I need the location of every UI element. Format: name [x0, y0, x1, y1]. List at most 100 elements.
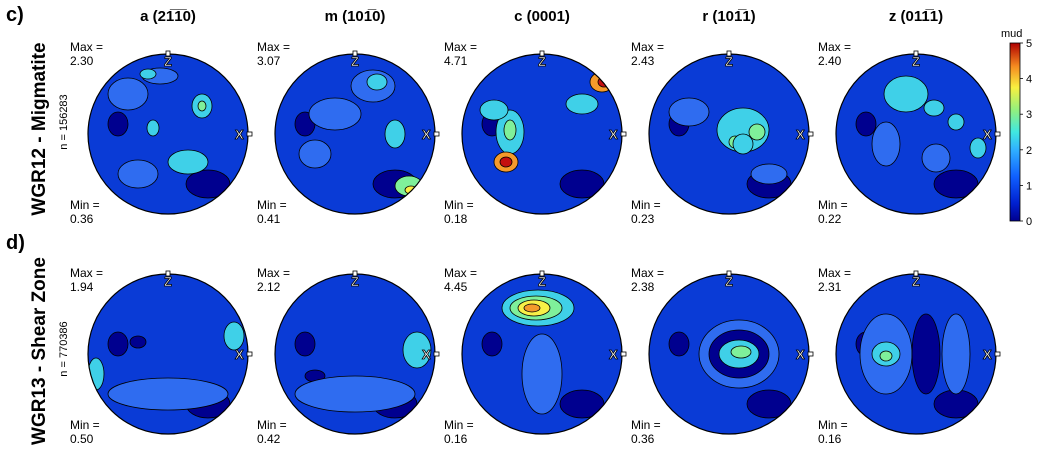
low-density-region — [855, 111, 877, 137]
pole-figure-0-1: ZX — [274, 50, 440, 215]
contour-region — [366, 73, 388, 91]
x-axis-marker: X — [609, 127, 618, 142]
min-stat: Min = 0.23 — [631, 198, 661, 226]
max-stat: Max = 2.12 — [257, 266, 291, 294]
low-density-region — [559, 169, 605, 199]
min-stat: Min = 0.42 — [257, 418, 287, 446]
x-axis-marker: X — [983, 127, 992, 142]
contour-region — [883, 75, 929, 113]
contour-region — [223, 321, 245, 351]
contour-region — [921, 143, 951, 173]
min-stat: Min = 0.16 — [444, 418, 474, 446]
z-axis-marker: Z — [912, 54, 920, 69]
max-stat: Max = 1.94 — [70, 266, 104, 294]
low-density-region — [107, 331, 129, 357]
max-stat: Max = 2.31 — [818, 266, 852, 294]
contour-region — [565, 93, 599, 115]
low-density-region — [294, 331, 316, 357]
contour-region — [294, 375, 416, 413]
x-axis-marker: X — [235, 347, 244, 362]
colorbar-tick-label: 4 — [1026, 74, 1032, 86]
contour-region — [748, 123, 766, 141]
contour-region — [499, 156, 513, 168]
panel-label-d: d) — [6, 232, 25, 254]
colorbar-tick-label: 2 — [1026, 145, 1032, 157]
pole-figure-0-2: ZX — [461, 50, 627, 215]
contour-region — [668, 97, 710, 127]
pole-figure-0-3: ZX — [648, 50, 814, 215]
x-axis-marker: X — [422, 347, 431, 362]
pole-figure-1-3: ZX — [648, 270, 814, 435]
min-stat: Min = 0.50 — [70, 418, 100, 446]
contour-region — [969, 137, 987, 159]
x-axis-marker: X — [609, 347, 618, 362]
z-axis-marker: Z — [538, 54, 546, 69]
z-axis-marker: Z — [725, 274, 733, 289]
min-stat: Min = 0.36 — [70, 198, 100, 226]
contour-region — [298, 139, 332, 169]
contour-region — [750, 163, 788, 185]
colorbar: 0 1 2 3 4 5 — [1009, 38, 1032, 228]
pole-figure-1-4: ZX — [835, 270, 1001, 435]
x-axis-marker: X — [422, 127, 431, 142]
column-title-c: c (0001) — [514, 8, 570, 25]
contour-region — [402, 331, 432, 369]
x-axis-marker: X — [983, 347, 992, 362]
max-stat: Max = 2.43 — [631, 40, 665, 68]
max-stat: Max = 4.45 — [444, 266, 478, 294]
min-stat: Min = 0.36 — [631, 418, 661, 446]
pole-figure-1-1: ZX — [274, 270, 440, 435]
column-title-r: r (101̅1) — [702, 8, 756, 25]
contour-region — [139, 68, 157, 80]
contour-region — [384, 119, 406, 149]
contour-region — [129, 335, 147, 349]
contour-region — [308, 97, 362, 131]
pole-figure-0-0: ZX — [87, 50, 253, 215]
low-density-region — [746, 389, 792, 419]
low-density-region — [933, 169, 979, 199]
contour-region — [732, 133, 754, 155]
max-stat: Max = 2.30 — [70, 40, 104, 68]
low-density-region — [668, 331, 690, 357]
contour-region — [911, 313, 941, 395]
pole-figure-0-4: ZX — [835, 50, 1001, 215]
x-axis-marker: X — [796, 127, 805, 142]
x-axis-marker: X — [235, 127, 244, 142]
min-stat: Min = 0.22 — [818, 198, 848, 226]
max-stat: Max = 4.71 — [444, 40, 478, 68]
contour-region — [167, 149, 209, 175]
contour-region — [107, 377, 229, 411]
contour-region — [879, 350, 893, 362]
contour-region — [523, 303, 541, 313]
column-title-m: m (101̅0) — [324, 8, 386, 25]
z-axis-marker: Z — [538, 274, 546, 289]
low-density-region — [481, 331, 503, 357]
colorbar-tick-label: 1 — [1026, 180, 1032, 192]
contour-region — [521, 333, 563, 415]
contour-region — [941, 313, 971, 395]
contour-region — [117, 159, 159, 189]
column-title-z: z (011̅1) — [888, 8, 944, 25]
contour-region — [197, 100, 207, 112]
contour-region — [947, 113, 965, 131]
min-stat: Min = 0.18 — [444, 198, 474, 226]
contour-region — [503, 119, 517, 141]
low-density-region — [107, 111, 129, 137]
z-axis-marker: Z — [164, 274, 172, 289]
contour-region — [730, 345, 752, 359]
colorbar-gradient — [1009, 42, 1021, 222]
contour-region — [146, 119, 160, 137]
contour-region — [871, 121, 901, 167]
pole-figure-1-0: ZX — [87, 270, 253, 435]
colorbar-tick-label: 0 — [1026, 216, 1032, 228]
colorbar-tick-label: 3 — [1026, 109, 1032, 121]
column-title-a: a (21̅1̅0) — [140, 8, 196, 25]
pole-figure-1-2: ZX — [461, 270, 627, 435]
min-stat: Min = 0.16 — [818, 418, 848, 446]
max-stat: Max = 2.40 — [818, 40, 852, 68]
z-axis-marker: Z — [164, 54, 172, 69]
z-axis-marker: Z — [351, 274, 359, 289]
x-axis-marker: X — [796, 347, 805, 362]
colorbar-title: mud — [1001, 28, 1023, 40]
